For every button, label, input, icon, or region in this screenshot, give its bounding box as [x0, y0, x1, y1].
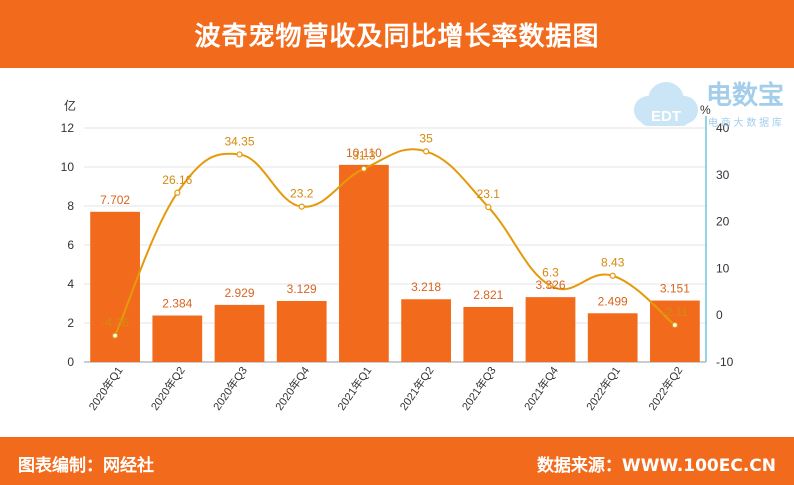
bar-value-label: 3.218	[411, 280, 441, 294]
right-tick-label: 40	[716, 121, 730, 135]
line-value-label: -2.11	[662, 305, 689, 319]
watermark-tagline: 电 商 大 数 据 库	[708, 116, 782, 129]
footer-editor: 图表编制：网经社	[18, 456, 154, 476]
x-tick-label: 2020年Q2	[148, 364, 188, 413]
bar-value-label: 3.151	[660, 282, 690, 296]
right-tick-label: 0	[716, 308, 723, 322]
bar	[401, 299, 451, 362]
watermark-logo: EDT 电数宝 电 商 大 数 据 库	[626, 74, 791, 134]
bar-value-label: 2.821	[473, 288, 503, 302]
line-value-label: 31.3	[352, 149, 376, 163]
left-tick-label: 4	[67, 277, 74, 291]
footer-source: 数据来源：WWW.100EC.CN	[536, 456, 776, 476]
line-value-label: 23.1	[477, 187, 501, 201]
growth-point	[547, 282, 554, 289]
x-tick-label: 2021年Q2	[396, 364, 436, 413]
bar	[525, 297, 576, 362]
left-tick-label: 8	[67, 199, 74, 213]
growth-line	[114, 148, 676, 337]
bar-value-label: 2.499	[598, 294, 628, 308]
line-value-label: 34.35	[224, 134, 254, 148]
line-value-label: 6.3	[542, 266, 559, 280]
growth-point	[360, 165, 367, 172]
line-value-label: 23.2	[290, 187, 314, 201]
bar-value-label: 10.110	[346, 146, 382, 160]
bar	[152, 315, 203, 362]
growth-point	[111, 332, 119, 339]
watermark-brand: 电数宝	[706, 80, 784, 110]
bar-value-label: 2.929	[224, 286, 254, 300]
x-tick-label: 2022年Q1	[583, 364, 623, 413]
x-tick-label: 2021年Q3	[459, 364, 499, 413]
growth-point	[423, 148, 430, 155]
footer-banner: 图表编制：网经社 数据来源：WWW.100EC.CN	[0, 437, 794, 485]
right-tick-label: 30	[716, 168, 730, 182]
bar	[587, 313, 638, 362]
right-tick-label: 10	[716, 261, 730, 275]
bar	[276, 300, 327, 362]
cloud-logo-icon: EDT 电数宝 电 商 大 数 据 库	[634, 80, 784, 129]
x-tick-label: 2021年Q4	[521, 364, 561, 413]
growth-point	[236, 151, 243, 158]
right-axis-unit: %	[700, 103, 711, 117]
left-tick-label: 12	[61, 121, 75, 135]
bar	[463, 306, 514, 362]
header-banner: 波奇宠物营收及同比增长率数据图	[0, 0, 794, 68]
left-tick-label: 6	[67, 238, 74, 252]
bar-value-label: 3.129	[287, 282, 317, 296]
line-value-label: 26.16	[162, 173, 192, 187]
bar-value-label: 3.326	[535, 278, 565, 292]
bar-value-label: 2.384	[162, 297, 192, 311]
logo-text: EDT	[651, 108, 681, 125]
growth-point	[174, 189, 181, 196]
x-tick-label: 2022年Q2	[645, 364, 685, 413]
left-tick-label: 10	[61, 160, 75, 174]
left-axis-unit: 亿	[64, 98, 76, 113]
line-value-label: 8.43	[601, 256, 625, 270]
chart: 0 2 4 6 8 10 12 亿 -10 0 10 20 30 40% 2020年Q1 2020年Q2 202…	[61, 98, 734, 413]
bar	[90, 211, 140, 362]
right-tick-label: 20	[716, 215, 730, 229]
line-value-label: 35	[419, 131, 433, 145]
x-tick-label: 2020年Q4	[272, 364, 312, 413]
bar	[650, 300, 700, 362]
left-tick-label: 0	[67, 355, 74, 369]
right-tick-label: -10	[716, 355, 734, 369]
x-tick-label: 2020年Q3	[210, 364, 250, 413]
growth-point	[298, 203, 305, 210]
bar	[339, 164, 389, 362]
x-tick-label: 2021年Q1	[334, 364, 374, 413]
bar-value-label: 7.702	[100, 193, 130, 207]
line-value-label: -4.36	[101, 316, 129, 330]
bar	[214, 304, 265, 362]
x-tick-label: 2020年Q1	[85, 364, 125, 413]
growth-point	[485, 203, 492, 211]
left-tick-label: 2	[67, 316, 74, 330]
chart-title: 波奇宠物营收及同比增长率数据图	[194, 21, 600, 52]
growth-point	[671, 321, 679, 329]
growth-point	[609, 272, 616, 279]
